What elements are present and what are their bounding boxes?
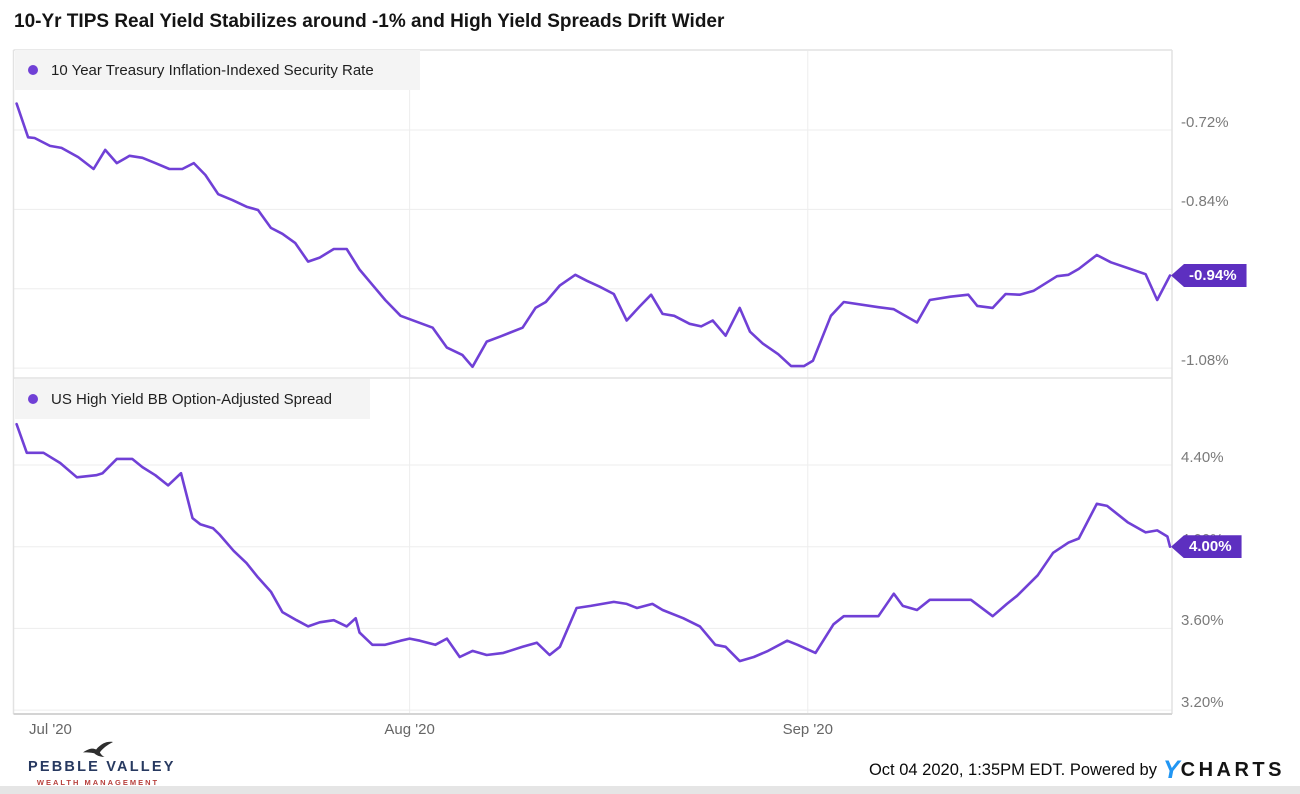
eagle-icon	[83, 741, 113, 757]
plot-area-bottom-panel[interactable]	[14, 378, 1170, 714]
y-axis-tick-bottom: 4.40%	[1181, 449, 1224, 466]
ycharts-logo-y: Y	[1162, 756, 1180, 784]
series-line-top[interactable]	[15, 102, 1172, 369]
y-axis-tick-top: -0.84%	[1181, 193, 1229, 211]
y-axis-tick-bottom: 3.60%	[1181, 612, 1224, 630]
y-axis-tick-bottom: 3.20%	[1181, 694, 1224, 712]
legend-label: 10 Year Treasury Inflation-Indexed Secur…	[51, 61, 374, 79]
timestamp-text: Oct 04 2020, 1:35PM EDT. Powered by	[868, 761, 1157, 779]
y-axis-tick-top: -1.08%	[1181, 352, 1229, 370]
x-axis-tick: Jul '20	[29, 721, 72, 738]
brand-name: PEBBLE VALLEY	[28, 759, 176, 775]
legend-top-panel[interactable]: 10 Year Treasury Inflation-Indexed Secur…	[15, 50, 420, 90]
pebble-valley-logo: PEBBLE VALLEY WEALTH MANAGEMENT	[28, 740, 176, 787]
last-value-badge-top: -0.94%	[1171, 264, 1247, 287]
legend-label: US High Yield BB Option-Adjusted Spread	[51, 390, 332, 408]
plot-area-top-panel[interactable]	[14, 50, 1170, 378]
ycharts-logo-text: CHARTS	[1180, 759, 1285, 781]
bottom-divider-bar	[0, 786, 1300, 794]
brand-subtitle: WEALTH MANAGEMENT	[36, 778, 160, 787]
legend-dot-icon	[28, 65, 38, 75]
series-line-bottom[interactable]	[15, 422, 1172, 663]
legend-dot-icon	[28, 394, 38, 404]
footer-attribution: Oct 04 2020, 1:35PM EDT. Powered by Y CH…	[869, 758, 1285, 783]
last-value-badge-bottom: 4.00%	[1171, 535, 1242, 559]
y-axis-tick-top: -0.72%	[1181, 114, 1229, 132]
x-axis-tick: Aug '20	[384, 721, 435, 738]
chart-title: 10-Yr TIPS Real Yield Stabilizes around …	[14, 11, 725, 32]
x-axis-tick: Sep '20	[782, 721, 833, 738]
legend-bottom-panel[interactable]: US High Yield BB Option-Adjusted Spread	[15, 379, 370, 419]
